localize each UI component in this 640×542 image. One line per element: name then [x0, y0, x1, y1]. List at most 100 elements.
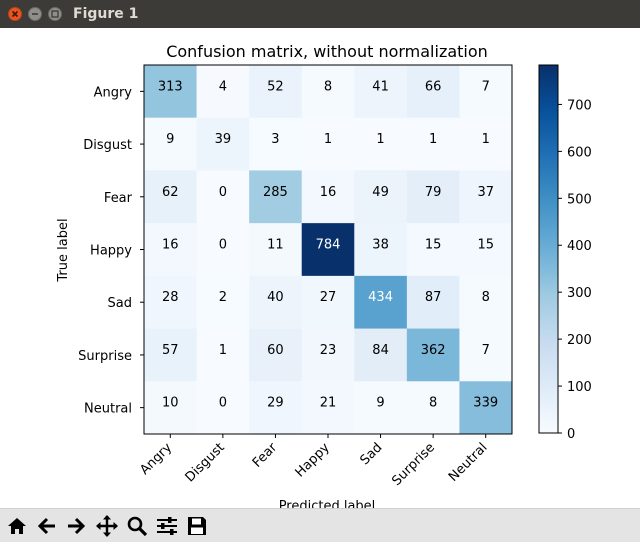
x-tick-label: Fear: [250, 440, 281, 471]
save-button[interactable]: [184, 513, 210, 539]
y-tick-label: Neutral: [84, 402, 132, 417]
heatmap-cell: [301, 223, 355, 277]
colorbar-ticks: 0 100 200 300 400 500 600 700: [558, 98, 592, 442]
navigation-toolbar: [0, 508, 640, 542]
subplots-button[interactable]: [154, 513, 180, 539]
y-ticks: Angry Disgust Fear Happy Sad Surprise Neutral: [78, 85, 144, 417]
colorbar-tick-label: 300: [567, 286, 592, 301]
heatmap-cell: [354, 275, 408, 330]
heatmap-cell: [301, 117, 355, 171]
cell-value-label: 49: [372, 185, 389, 200]
cell-value-label: 40: [267, 290, 284, 305]
heatmap-cell: [249, 223, 303, 277]
heatmap-cell: [354, 170, 408, 224]
cell-value-label: 15: [425, 238, 442, 253]
minimize-icon: [32, 13, 38, 15]
cell-value-label: 339: [473, 396, 498, 411]
heatmap-cell: [354, 381, 408, 435]
colorbar-tick-label: 200: [567, 333, 592, 348]
cell-value-label: 1: [324, 132, 332, 147]
cell-value-label: 8: [324, 79, 332, 94]
cell-value-label: 784: [316, 238, 341, 253]
heatmap-cell: [249, 275, 303, 330]
colorbar-tick-label: 500: [567, 192, 592, 207]
x-ticks: Angry Disgust Fear Happy Sad Surprise Neutral: [137, 434, 491, 489]
heatmap-cell: [196, 117, 250, 171]
window-titlebar: Figure 1: [0, 0, 640, 28]
heatmap-cell: [354, 117, 408, 171]
cell-value-label: 60: [267, 343, 284, 358]
colorbar-tick-label: 700: [567, 98, 592, 113]
cell-value-label: 9: [376, 396, 384, 411]
home-button[interactable]: [4, 513, 30, 539]
cell-value-label: 87: [425, 290, 442, 305]
heatmap-cell: [249, 381, 303, 435]
pan-move-icon: [96, 515, 118, 537]
zoom-button[interactable]: [124, 513, 150, 539]
heatmap-cell: [144, 328, 198, 382]
cell-value-label: 3: [271, 132, 279, 147]
sliders-icon: [157, 517, 177, 535]
x-axis-label: Predicted label: [279, 499, 376, 508]
colorbar-tick-label: 0: [567, 427, 575, 442]
y-axis-label: True label: [56, 218, 71, 282]
heatmap-cell: [459, 381, 513, 435]
close-icon: [11, 10, 19, 18]
save-disk-icon: [188, 517, 206, 535]
heatmap-cell: [196, 65, 250, 119]
cell-value-label: 1: [376, 132, 384, 147]
cell-value-label: 21: [320, 396, 337, 411]
heatmap-cell: [249, 65, 303, 119]
x-tick-label: Neutral: [446, 440, 491, 485]
y-tick-label: Surprise: [78, 349, 132, 364]
heatmap-cell: [406, 117, 460, 171]
heatmap-cell: [406, 275, 460, 330]
heatmap-cell: [144, 223, 198, 277]
cell-value-label: 84: [372, 343, 389, 358]
cell-value-label: 1: [219, 343, 227, 358]
cell-value-label: 28: [162, 290, 179, 305]
cell-value-label: 0: [219, 396, 227, 411]
cell-value-label: 27: [320, 290, 337, 305]
cell-value-label: 8: [482, 290, 490, 305]
heatmap-cell: [459, 223, 513, 277]
cell-value-label: 16: [320, 185, 337, 200]
heatmap-cell: [249, 328, 303, 382]
forward-arrow-icon: [68, 517, 86, 535]
cell-value-label: 285: [263, 185, 288, 200]
cell-value-label: 7: [482, 79, 490, 94]
cell-value-label: 41: [372, 79, 389, 94]
zoom-magnifier-icon: [127, 516, 148, 537]
maximize-icon: [51, 10, 59, 18]
window-close-button[interactable]: [8, 7, 22, 21]
cell-value-label: 434: [368, 290, 393, 305]
home-icon: [8, 518, 26, 534]
heatmap-cell: [144, 381, 198, 435]
heatmap-cell: [406, 223, 460, 277]
heatmap-cell: [144, 275, 198, 330]
heatmap-cell: [196, 328, 250, 382]
heatmap-cell: [196, 275, 250, 330]
x-tick-label: Disgust: [183, 440, 228, 485]
heatmap-cell: [144, 117, 198, 171]
heatmap-cell: [406, 170, 460, 224]
cell-value-label: 79: [425, 185, 442, 200]
heatmap-cell: [459, 275, 513, 330]
pan-button[interactable]: [94, 513, 120, 539]
window-minimize-button[interactable]: [28, 7, 42, 21]
heatmap-cell: [301, 381, 355, 435]
heatmap-cell: [301, 328, 355, 382]
cell-value-label: 62: [162, 185, 179, 200]
cell-value-label: 11: [267, 238, 284, 253]
cell-value-label: 23: [320, 343, 337, 358]
cell-value-label: 9: [166, 132, 174, 147]
forward-button[interactable]: [63, 513, 89, 539]
heatmap-cell: [406, 328, 460, 382]
heatmap-cell: [249, 117, 303, 171]
colorbar: [538, 64, 559, 434]
x-tick-label: Sad: [357, 440, 385, 468]
heatmap-cell: [196, 223, 250, 277]
back-button[interactable]: [34, 513, 60, 539]
window-maximize-button[interactable]: [48, 7, 62, 21]
